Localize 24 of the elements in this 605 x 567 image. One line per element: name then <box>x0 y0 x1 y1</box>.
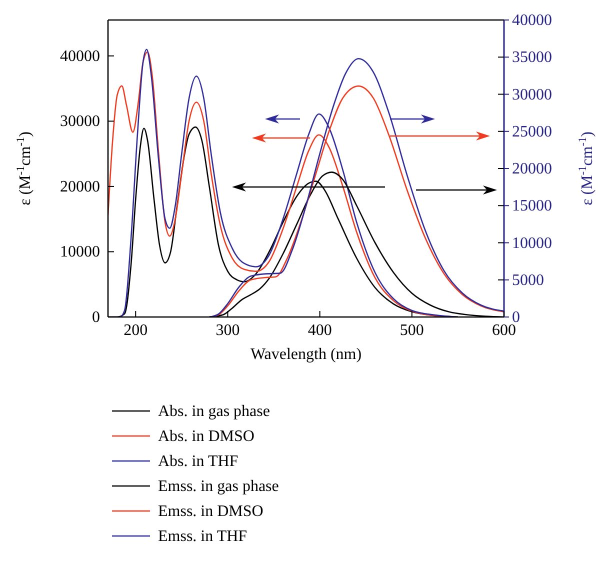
y2-tick-label: 30000 <box>512 86 552 104</box>
x-tick-label: 500 <box>400 322 424 339</box>
legend-label: Emss. in gas phase <box>158 478 279 495</box>
x-tick-label: 300 <box>216 322 240 339</box>
y-tick-label: 20000 <box>60 178 100 196</box>
y-tick-label: 10000 <box>60 244 100 261</box>
x-tick-label: 200 <box>124 322 148 339</box>
y2-tick-label: 20000 <box>512 160 552 178</box>
y2-tick-label: 35000 <box>512 49 552 66</box>
legend-label: Emss. in DMSO <box>158 503 264 520</box>
x-tick-label: 400 <box>308 322 332 339</box>
legend-label: Emss. in THF <box>158 528 248 545</box>
y2-tick-label: 25000 <box>512 123 552 140</box>
y-tick-label: 0 <box>92 309 100 326</box>
y2-tick-label: 40000 <box>512 12 552 29</box>
y2-tick-label: 10000 <box>512 234 552 252</box>
y2-tick-label: 5000 <box>512 272 544 289</box>
legend-label: Abs. in gas phase <box>158 403 270 420</box>
y-tick-label: 30000 <box>60 113 100 130</box>
y2-tick-label: 15000 <box>512 198 552 215</box>
legend-label: Abs. in DMSO <box>158 428 254 445</box>
y-tick-label: 40000 <box>60 48 100 65</box>
x-axis-title: Wavelength (nm) <box>250 346 362 363</box>
legend-label: Abs. in THF <box>158 453 238 470</box>
